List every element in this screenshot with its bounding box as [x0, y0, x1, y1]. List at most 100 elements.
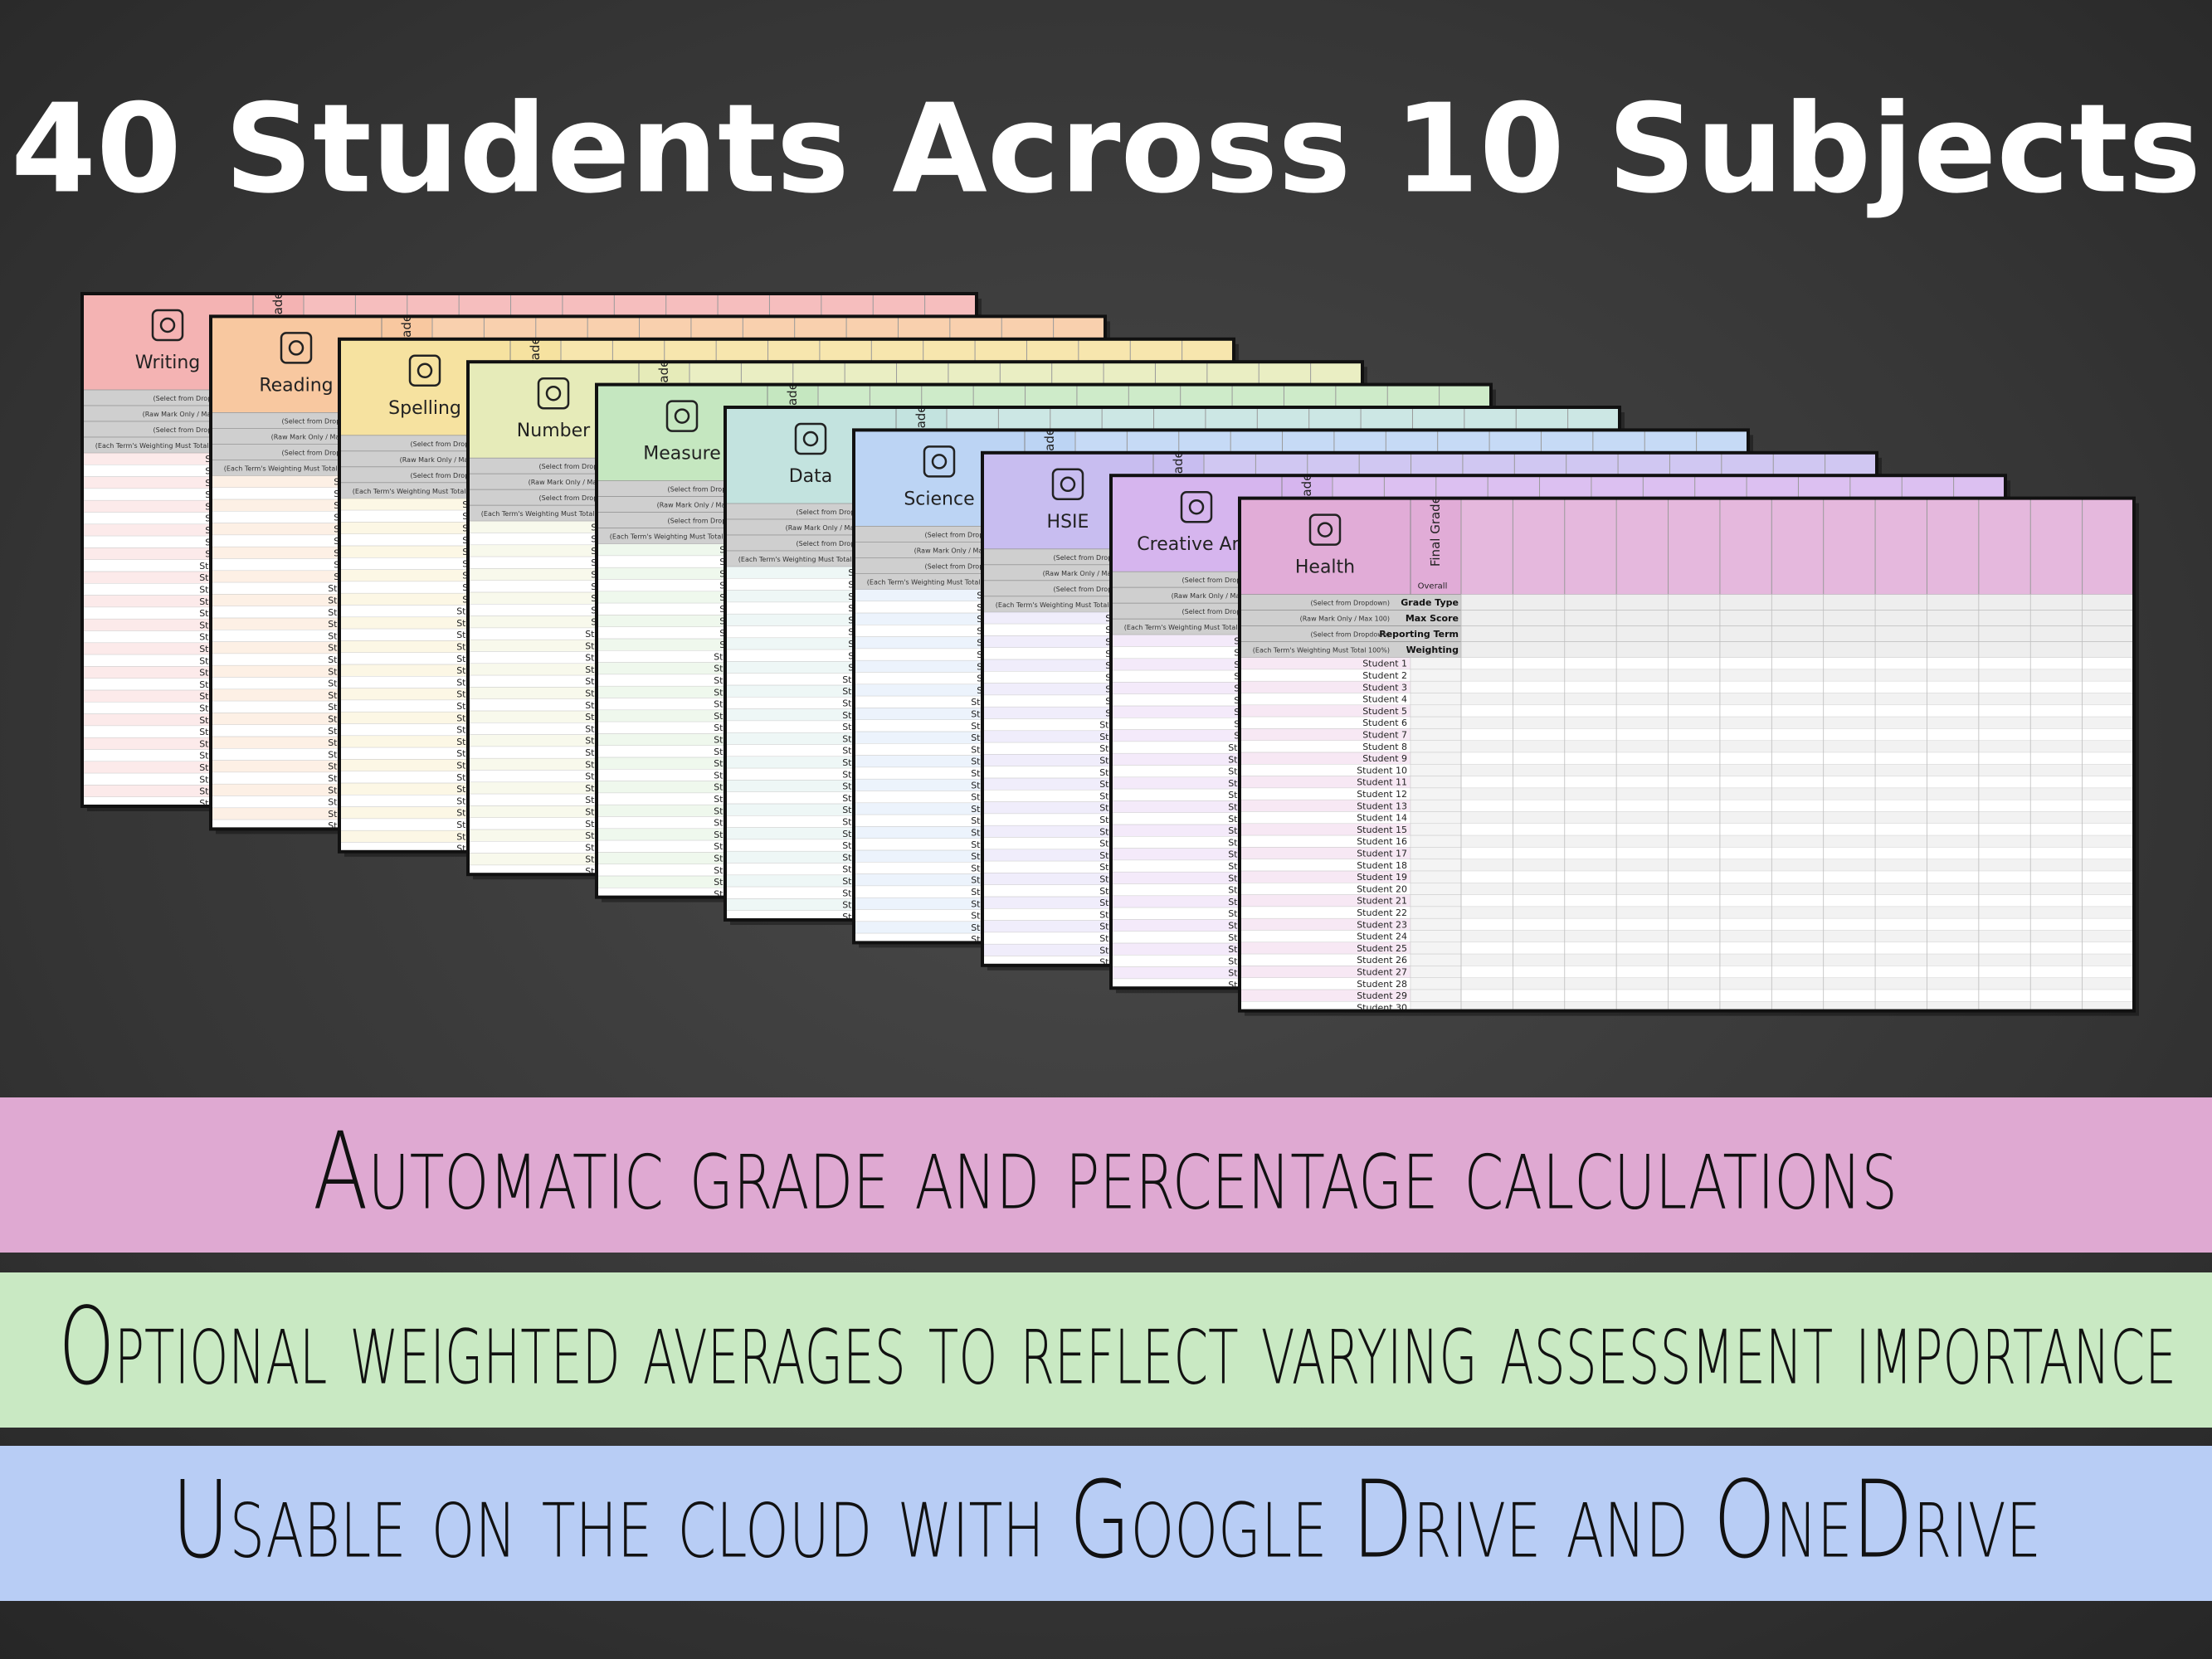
setting-note: (Select from Dropdown) — [282, 417, 361, 425]
setting-note: (Raw Mark Only / Max 100) — [1043, 570, 1133, 577]
student-final-cell — [1410, 693, 1462, 706]
subject-name: Reading — [259, 375, 333, 396]
setting-label: Grade Type — [1401, 597, 1459, 608]
student-mark-cells — [1460, 859, 2134, 872]
setting-note: (Select from Dropdown) — [668, 518, 747, 525]
student-name: Student 22 — [1357, 907, 1407, 918]
setting-note: (Select from Dropdown) — [1311, 631, 1390, 639]
student-name: Student 12 — [1357, 789, 1407, 800]
student-name: Student 24 — [1357, 932, 1407, 942]
header-columns — [1461, 498, 2134, 595]
icon-dot — [417, 362, 433, 379]
student-final-cell — [1410, 847, 1462, 859]
feature-text: Automatic grade and percentage calculati… — [313, 1111, 1898, 1234]
setting-note: (Select from Dropdown) — [1182, 608, 1261, 615]
student-name: Student 4 — [1362, 694, 1407, 705]
student-mark-cells — [1460, 752, 2134, 765]
student-final-cell — [1410, 740, 1462, 753]
student-mark-cells — [1460, 787, 2134, 800]
setting-note: (Select from Dropdown) — [411, 472, 490, 479]
setting-note: (Each Term's Weighting Must Total 100%) — [353, 488, 490, 495]
subject-icon — [280, 332, 313, 364]
student-name: Student 3 — [1362, 682, 1407, 693]
student-final-cell — [1410, 799, 1462, 812]
student-final-cell — [1410, 669, 1462, 682]
student-mark-cells — [1460, 716, 2134, 729]
icon-dot — [802, 431, 819, 447]
sheet-stack: Writing Final Grade Overall Grade Type (Sele… — [80, 292, 2139, 1016]
student-final-cell — [1410, 883, 1462, 895]
setting-note: (Select from Dropdown) — [282, 449, 361, 456]
setting-note: (Select from Dropdown) — [539, 463, 618, 470]
icon-frame — [794, 422, 827, 455]
student-mark-cells — [1460, 989, 2134, 1002]
overall-dropdown: Overall — [1418, 582, 1448, 591]
setting-note: (Each Term's Weighting Must Total 100%) — [738, 556, 875, 563]
icon-dot — [1188, 499, 1205, 515]
student-final-cell — [1410, 823, 1462, 836]
student-name: Student 28 — [1357, 979, 1407, 990]
settings-row-cells — [1460, 594, 2134, 611]
student-name: Student 19 — [1357, 872, 1407, 883]
student-name: Student 9 — [1362, 753, 1407, 764]
student-final-cell — [1410, 953, 1462, 966]
settings-row-cells — [1460, 641, 2134, 658]
icon-dot — [288, 340, 305, 356]
feature-bar — [0, 1097, 2212, 1253]
icon-dot — [931, 454, 948, 469]
subject-name: Writing — [135, 353, 201, 373]
student-mark-cells — [1460, 906, 2134, 919]
student-final-cell — [1410, 787, 1462, 800]
student-mark-cells — [1460, 764, 2134, 776]
student-name: Student 26 — [1357, 955, 1407, 966]
setting-label: Reporting Term — [1379, 629, 1459, 640]
student-name: Student 10 — [1357, 765, 1407, 776]
student-mark-cells — [1460, 917, 2134, 931]
setting-note: (Each Term's Weighting Must Total 100%) — [1253, 647, 1390, 654]
icon-dot — [159, 317, 176, 333]
student-final-cell — [1410, 764, 1462, 776]
student-name: Student 15 — [1357, 825, 1407, 835]
subject-name: Spelling — [388, 398, 461, 419]
student-final-cell — [1410, 894, 1462, 907]
setting-note: (Each Term's Weighting Must Total 100%) — [95, 442, 232, 450]
setting-note: (Raw Mark Only / Max 100) — [1172, 592, 1261, 600]
setting-note: (Select from Dropdown) — [411, 440, 490, 448]
student-final-cell — [1410, 977, 1462, 990]
student-mark-cells — [1460, 704, 2134, 718]
student-mark-cells — [1460, 728, 2134, 741]
feature-bars: Automatic grade and percentage calculati… — [0, 1097, 2212, 1601]
icon-frame — [665, 400, 699, 432]
icon-dot — [674, 408, 690, 424]
icon-dot — [545, 385, 562, 401]
student-name: Student 8 — [1362, 742, 1407, 752]
setting-note: (Each Term's Weighting Must Total 100%) — [1124, 624, 1261, 631]
subject-icon — [151, 309, 184, 342]
icon-frame — [923, 445, 956, 478]
icon-frame — [537, 377, 570, 410]
subject-name: Science — [904, 489, 974, 509]
setting-note: (Each Term's Weighting Must Total 100%) — [224, 465, 361, 472]
setting-label: Weighting — [1406, 645, 1459, 655]
student-name: Student 6 — [1362, 718, 1407, 728]
student-mark-cells — [1460, 811, 2134, 825]
icon-frame — [151, 309, 184, 342]
feature-bar — [0, 1446, 2212, 1601]
student-final-cell — [1410, 930, 1462, 943]
setting-note: (Select from Dropdown) — [797, 508, 875, 516]
student-name: Student 13 — [1357, 800, 1407, 811]
setting-note: (Select from Dropdown) — [925, 531, 1004, 538]
student-final-cell — [1410, 834, 1462, 848]
student-name: Student 30 — [1357, 1002, 1407, 1013]
icon-frame — [1308, 513, 1342, 546]
setting-label: Max Score — [1406, 613, 1459, 624]
subject-icon — [1180, 490, 1213, 523]
student-final-cell — [1410, 859, 1462, 872]
setting-note: (Raw Mark Only / Max 100) — [271, 433, 361, 440]
setting-note: (Select from Dropdown) — [925, 562, 1004, 570]
setting-note: (Select from Dropdown) — [1054, 586, 1133, 593]
student-mark-cells — [1460, 870, 2134, 883]
student-name: Student 27 — [1357, 967, 1407, 978]
